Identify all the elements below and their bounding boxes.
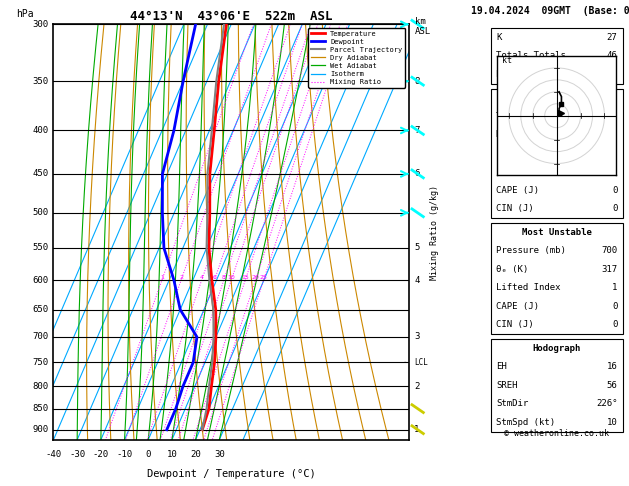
Text: Dewpoint / Temperature (°C): Dewpoint / Temperature (°C) xyxy=(147,469,316,479)
Text: 27: 27 xyxy=(607,33,618,42)
Text: © weatheronline.co.uk: © weatheronline.co.uk xyxy=(504,429,609,438)
Text: SREH: SREH xyxy=(496,381,518,390)
Text: 1: 1 xyxy=(612,283,618,293)
Text: 10: 10 xyxy=(228,275,235,280)
Text: PW (cm): PW (cm) xyxy=(496,70,533,79)
Legend: Temperature, Dewpoint, Parcel Trajectory, Dry Adiabat, Wet Adiabat, Isotherm, Mi: Temperature, Dewpoint, Parcel Trajectory… xyxy=(308,28,405,88)
Text: Lifted Index: Lifted Index xyxy=(496,167,560,176)
Text: CAPE (J): CAPE (J) xyxy=(496,186,539,195)
Text: 700: 700 xyxy=(601,246,618,255)
Text: 16: 16 xyxy=(607,362,618,371)
Text: 3: 3 xyxy=(414,332,420,342)
Text: 8: 8 xyxy=(222,275,226,280)
Text: Mixing Ratio (g/kg): Mixing Ratio (g/kg) xyxy=(430,185,439,279)
Text: 0: 0 xyxy=(612,186,618,195)
Text: LCL: LCL xyxy=(414,358,428,367)
Text: Totals Totals: Totals Totals xyxy=(496,52,565,60)
Text: 450: 450 xyxy=(32,170,48,178)
Text: 600: 600 xyxy=(32,276,48,285)
Text: 750: 750 xyxy=(32,358,48,367)
Text: Pressure (mb): Pressure (mb) xyxy=(496,246,565,255)
Text: 15: 15 xyxy=(242,275,249,280)
Text: EH: EH xyxy=(496,362,506,371)
Text: 46: 46 xyxy=(607,52,618,60)
Text: 10: 10 xyxy=(607,418,618,427)
Text: Lifted Index: Lifted Index xyxy=(496,283,560,293)
Text: 0: 0 xyxy=(612,320,618,330)
Bar xyxy=(491,28,623,84)
Text: km
ASL: km ASL xyxy=(415,17,431,36)
Text: 21.1: 21.1 xyxy=(596,112,618,121)
Text: 317: 317 xyxy=(601,265,618,274)
Text: 20: 20 xyxy=(252,275,259,280)
Text: 6: 6 xyxy=(213,275,216,280)
Text: 550: 550 xyxy=(32,243,48,253)
Text: CAPE (J): CAPE (J) xyxy=(496,302,539,311)
Text: 226°: 226° xyxy=(596,399,618,408)
Text: CIN (J): CIN (J) xyxy=(496,320,533,330)
Text: StmSpd (kt): StmSpd (kt) xyxy=(496,418,555,427)
Text: 700: 700 xyxy=(32,332,48,342)
Text: 56: 56 xyxy=(607,381,618,390)
Text: 4: 4 xyxy=(414,276,420,285)
Text: StmDir: StmDir xyxy=(496,399,528,408)
Bar xyxy=(491,89,623,218)
Text: 5.9: 5.9 xyxy=(601,130,618,139)
Text: 1: 1 xyxy=(414,425,420,434)
Text: 25: 25 xyxy=(260,275,267,280)
Text: 2: 2 xyxy=(179,275,183,280)
Text: -10: -10 xyxy=(116,450,133,459)
Text: 4: 4 xyxy=(200,275,204,280)
Text: 400: 400 xyxy=(32,126,48,135)
Text: Surface: Surface xyxy=(538,93,576,103)
Text: 0: 0 xyxy=(612,302,618,311)
Text: 10: 10 xyxy=(167,450,177,459)
Text: -30: -30 xyxy=(69,450,85,459)
Bar xyxy=(491,339,623,432)
Text: 350: 350 xyxy=(32,77,48,86)
Text: K: K xyxy=(496,33,501,42)
Text: CIN (J): CIN (J) xyxy=(496,205,533,213)
Title: 44°13'N  43°06'E  522m  ASL: 44°13'N 43°06'E 522m ASL xyxy=(130,10,332,23)
Text: Hodograph: Hodograph xyxy=(533,344,581,353)
Text: 650: 650 xyxy=(32,305,48,314)
Text: 0: 0 xyxy=(145,450,151,459)
Text: Dewp (°C): Dewp (°C) xyxy=(496,130,544,139)
Text: 30: 30 xyxy=(214,450,225,459)
Text: 500: 500 xyxy=(32,208,48,217)
Text: 1: 1 xyxy=(612,167,618,176)
Text: 8: 8 xyxy=(414,77,420,86)
Text: 20: 20 xyxy=(190,450,201,459)
Text: 0: 0 xyxy=(612,205,618,213)
Text: θₑ(K): θₑ(K) xyxy=(496,149,523,158)
Text: 1: 1 xyxy=(160,275,164,280)
Text: 5: 5 xyxy=(414,243,420,253)
Text: Temp (°C): Temp (°C) xyxy=(496,112,544,121)
Text: 300: 300 xyxy=(32,20,48,29)
Text: 19.04.2024  09GMT  (Base: 06): 19.04.2024 09GMT (Base: 06) xyxy=(472,6,629,16)
Text: Most Unstable: Most Unstable xyxy=(521,228,592,237)
Text: -40: -40 xyxy=(45,450,62,459)
Bar xyxy=(491,223,623,334)
Text: 800: 800 xyxy=(32,382,48,391)
Text: 6: 6 xyxy=(414,170,420,178)
Text: 2: 2 xyxy=(414,382,420,391)
Text: 317: 317 xyxy=(601,149,618,158)
Text: -20: -20 xyxy=(93,450,109,459)
Text: 7: 7 xyxy=(414,126,420,135)
Text: 1.78: 1.78 xyxy=(596,70,618,79)
Text: 850: 850 xyxy=(32,404,48,413)
Text: hPa: hPa xyxy=(16,9,33,19)
Text: θₑ (K): θₑ (K) xyxy=(496,265,528,274)
Text: 900: 900 xyxy=(32,425,48,434)
Text: kt: kt xyxy=(502,56,511,65)
